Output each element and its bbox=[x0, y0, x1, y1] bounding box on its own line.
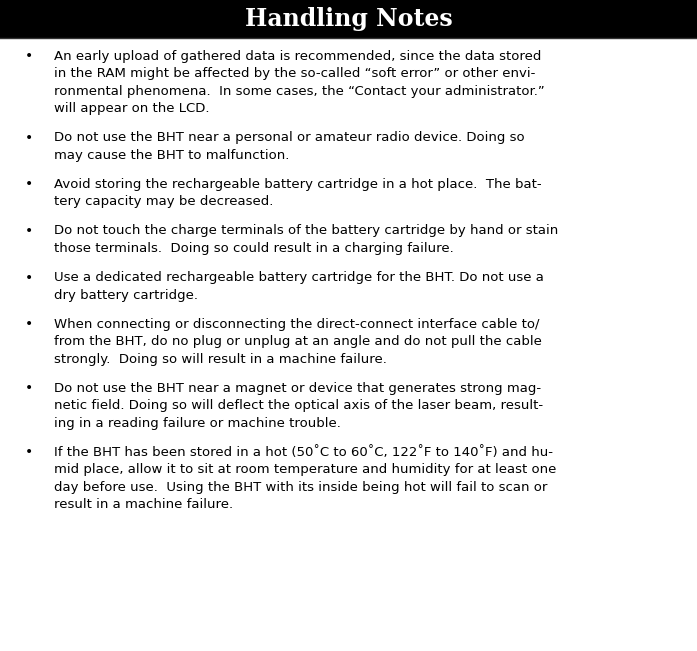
Text: from the BHT, do no plug or unplug at an angle and do not pull the cable: from the BHT, do no plug or unplug at an… bbox=[54, 335, 542, 348]
Text: •: • bbox=[25, 381, 33, 395]
Text: •: • bbox=[25, 445, 33, 460]
Text: An early upload of gathered data is recommended, since the data stored: An early upload of gathered data is reco… bbox=[54, 49, 541, 62]
Text: When connecting or disconnecting the direct-connect interface cable to/: When connecting or disconnecting the dir… bbox=[54, 318, 539, 331]
Text: Do not use the BHT near a personal or amateur radio device. Doing so: Do not use the BHT near a personal or am… bbox=[54, 132, 524, 145]
Text: will appear on the LCD.: will appear on the LCD. bbox=[54, 102, 209, 115]
Text: •: • bbox=[25, 271, 33, 284]
Text: those terminals.  Doing so could result in a charging failure.: those terminals. Doing so could result i… bbox=[54, 242, 454, 255]
Text: day before use.  Using the BHT with its inside being hot will fail to scan or: day before use. Using the BHT with its i… bbox=[54, 480, 547, 493]
Text: may cause the BHT to malfunction.: may cause the BHT to malfunction. bbox=[54, 148, 289, 161]
Text: Do not touch the charge terminals of the battery cartridge by hand or stain: Do not touch the charge terminals of the… bbox=[54, 225, 558, 238]
Text: •: • bbox=[25, 131, 33, 145]
Text: tery capacity may be decreased.: tery capacity may be decreased. bbox=[54, 195, 273, 208]
Text: dry battery cartridge.: dry battery cartridge. bbox=[54, 288, 198, 301]
Text: in the RAM might be affected by the so-called “soft error” or other envi-: in the RAM might be affected by the so-c… bbox=[54, 67, 535, 80]
Text: •: • bbox=[25, 317, 33, 331]
Text: result in a machine failure.: result in a machine failure. bbox=[54, 498, 233, 511]
FancyBboxPatch shape bbox=[0, 0, 697, 38]
Text: Use a dedicated rechargeable battery cartridge for the BHT. Do not use a: Use a dedicated rechargeable battery car… bbox=[54, 271, 544, 284]
Text: •: • bbox=[25, 49, 33, 63]
Text: If the BHT has been stored in a hot (50˚C to 60˚C, 122˚F to 140˚F) and hu-: If the BHT has been stored in a hot (50˚… bbox=[54, 446, 553, 459]
Text: ing in a reading failure or machine trouble.: ing in a reading failure or machine trou… bbox=[54, 417, 341, 430]
Text: Do not use the BHT near a magnet or device that generates strong mag-: Do not use the BHT near a magnet or devi… bbox=[54, 381, 541, 395]
Text: •: • bbox=[25, 177, 33, 191]
Text: strongly.  Doing so will result in a machine failure.: strongly. Doing so will result in a mach… bbox=[54, 353, 387, 366]
Text: Avoid storing the rechargeable battery cartridge in a hot place.  The bat-: Avoid storing the rechargeable battery c… bbox=[54, 178, 542, 191]
Text: ronmental phenomena.  In some cases, the “Contact your administrator.”: ronmental phenomena. In some cases, the … bbox=[54, 85, 544, 98]
Text: netic field. Doing so will deflect the optical axis of the laser beam, result-: netic field. Doing so will deflect the o… bbox=[54, 399, 543, 412]
Text: Handling Notes: Handling Notes bbox=[245, 7, 452, 31]
Text: •: • bbox=[25, 224, 33, 238]
Text: mid place, allow it to sit at room temperature and humidity for at least one: mid place, allow it to sit at room tempe… bbox=[54, 464, 556, 477]
